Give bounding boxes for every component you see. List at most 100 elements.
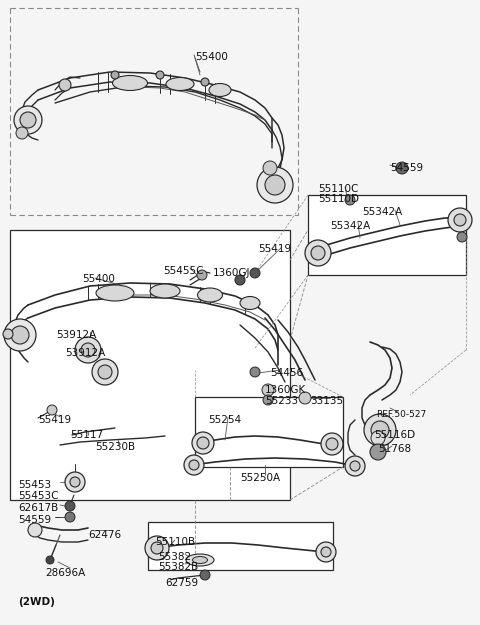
Circle shape	[47, 405, 57, 415]
Bar	[10, 230, 290, 500]
Text: 55254: 55254	[208, 415, 241, 425]
Circle shape	[321, 433, 343, 455]
Circle shape	[321, 547, 331, 557]
Text: 55342A: 55342A	[362, 207, 402, 217]
Circle shape	[197, 270, 207, 280]
Text: 55110C: 55110C	[318, 184, 359, 194]
Text: 55250A: 55250A	[240, 473, 280, 483]
Ellipse shape	[96, 285, 134, 301]
Circle shape	[111, 71, 119, 79]
Circle shape	[311, 246, 325, 260]
Circle shape	[184, 455, 204, 475]
Circle shape	[156, 71, 164, 79]
Circle shape	[448, 208, 472, 232]
Circle shape	[81, 343, 95, 357]
Circle shape	[4, 319, 36, 351]
Text: 55400: 55400	[195, 52, 228, 62]
Circle shape	[326, 438, 338, 450]
Circle shape	[14, 106, 42, 134]
Circle shape	[350, 461, 360, 471]
Circle shape	[197, 437, 209, 449]
Circle shape	[200, 570, 210, 580]
Ellipse shape	[192, 556, 207, 564]
Text: 28696A: 28696A	[45, 568, 85, 578]
Ellipse shape	[166, 78, 194, 91]
Circle shape	[59, 79, 71, 91]
Text: 54559: 54559	[390, 163, 423, 173]
Circle shape	[250, 268, 260, 278]
Circle shape	[265, 175, 285, 195]
Ellipse shape	[186, 554, 214, 566]
Text: 55110B: 55110B	[155, 537, 195, 547]
Text: 51768: 51768	[378, 444, 411, 454]
Text: 55455C: 55455C	[163, 266, 204, 276]
Text: 55230B: 55230B	[95, 442, 135, 452]
Text: 33135: 33135	[310, 396, 343, 406]
Text: 55233: 55233	[265, 396, 298, 406]
Text: 54559: 54559	[18, 515, 51, 525]
Circle shape	[70, 477, 80, 487]
Circle shape	[201, 78, 209, 86]
Circle shape	[65, 501, 75, 511]
Text: 55382: 55382	[158, 552, 191, 562]
Ellipse shape	[150, 284, 180, 298]
Circle shape	[20, 112, 36, 128]
Text: 53912A: 53912A	[56, 330, 96, 340]
Circle shape	[235, 275, 245, 285]
Circle shape	[371, 421, 389, 439]
Text: 54456: 54456	[270, 368, 303, 378]
Ellipse shape	[209, 84, 231, 96]
Text: 55382B: 55382B	[158, 562, 198, 572]
Text: (2WD): (2WD)	[18, 597, 55, 607]
Circle shape	[250, 367, 260, 377]
Text: 55453C: 55453C	[18, 491, 59, 501]
Bar	[195, 397, 343, 467]
Circle shape	[189, 460, 199, 470]
Text: 55419: 55419	[38, 415, 71, 425]
Circle shape	[454, 214, 466, 226]
Circle shape	[11, 326, 29, 344]
Circle shape	[65, 512, 75, 522]
Circle shape	[370, 444, 386, 460]
Text: 55117: 55117	[70, 430, 103, 440]
Circle shape	[396, 162, 408, 174]
Circle shape	[364, 414, 396, 446]
Circle shape	[75, 337, 101, 363]
Circle shape	[46, 556, 54, 564]
Ellipse shape	[240, 296, 260, 309]
Circle shape	[28, 523, 42, 537]
Circle shape	[145, 536, 169, 560]
Circle shape	[263, 161, 277, 175]
Circle shape	[16, 127, 28, 139]
Circle shape	[92, 359, 118, 385]
Circle shape	[151, 542, 163, 554]
Circle shape	[316, 542, 336, 562]
Circle shape	[345, 195, 355, 205]
Circle shape	[299, 392, 311, 404]
Circle shape	[65, 472, 85, 492]
Text: 55400: 55400	[82, 274, 115, 284]
Circle shape	[263, 395, 273, 405]
Text: 53912A: 53912A	[65, 348, 105, 358]
Text: 1360GK: 1360GK	[265, 385, 306, 395]
Circle shape	[371, 431, 385, 445]
Text: 55342A: 55342A	[330, 221, 370, 231]
Circle shape	[305, 240, 331, 266]
Text: 55453: 55453	[18, 480, 51, 490]
Ellipse shape	[197, 288, 223, 302]
Circle shape	[345, 456, 365, 476]
Text: 1360GJ: 1360GJ	[213, 268, 251, 278]
Text: REF.50-527: REF.50-527	[376, 410, 426, 419]
Bar	[308, 195, 466, 275]
Text: 62476: 62476	[88, 530, 121, 540]
Text: 62759: 62759	[165, 578, 198, 588]
Circle shape	[457, 232, 467, 242]
Circle shape	[192, 432, 214, 454]
Ellipse shape	[112, 76, 147, 91]
Bar	[148, 522, 333, 570]
Circle shape	[262, 384, 274, 396]
Circle shape	[257, 167, 293, 203]
Text: 55116D: 55116D	[374, 430, 415, 440]
Text: 55110D: 55110D	[318, 194, 359, 204]
Text: 62617B: 62617B	[18, 503, 58, 513]
